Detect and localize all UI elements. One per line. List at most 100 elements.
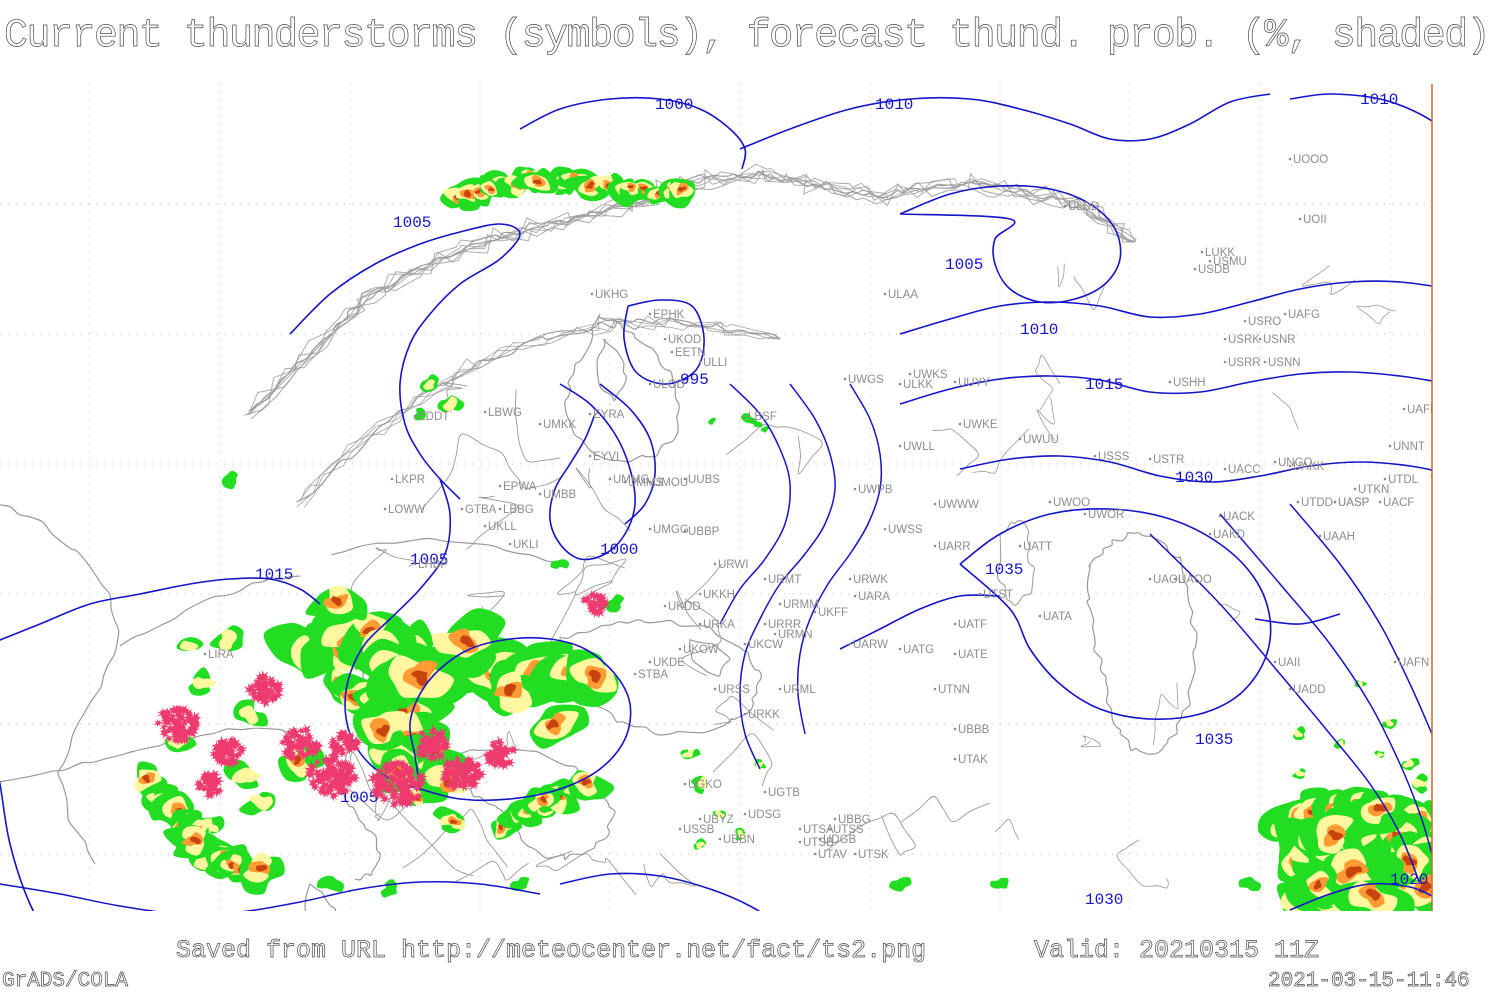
svg-text:USNN: USNN <box>1268 357 1301 369</box>
svg-text:UACF: UACF <box>1383 497 1414 509</box>
svg-text:LBBG: LBBG <box>503 504 534 516</box>
svg-text:USDB: USDB <box>1198 264 1230 276</box>
svg-text:UATE: UATE <box>958 649 988 661</box>
svg-text:UTST: UTST <box>983 589 1013 601</box>
svg-text:EDDT: EDDT <box>418 411 449 423</box>
svg-text:UKOD: UKOD <box>668 334 701 346</box>
svg-text:USSS: USSS <box>1098 451 1130 463</box>
svg-text:UWPB: UWPB <box>858 484 893 496</box>
svg-text:UMOU: UMOU <box>653 477 688 489</box>
svg-text:USRK: USRK <box>1228 334 1260 346</box>
svg-text:UKKH: UKKH <box>703 589 735 601</box>
svg-text:UWOO: UWOO <box>1053 497 1090 509</box>
svg-text:UTSS: UTSS <box>833 824 864 836</box>
svg-text:ULOD: ULOD <box>653 379 685 391</box>
svg-text:URWK: URWK <box>853 574 888 586</box>
svg-text:UTNN: UTNN <box>938 684 970 696</box>
svg-text:UOII: UOII <box>1303 214 1327 226</box>
svg-text:UWLL: UWLL <box>903 441 936 453</box>
svg-text:UARA: UARA <box>858 591 890 603</box>
svg-text:UGKO: UGKO <box>688 779 722 791</box>
svg-text:UMGG: UMGG <box>653 524 689 536</box>
svg-text:1020: 1020 <box>1390 871 1428 889</box>
svg-text:URSS: URSS <box>718 684 750 696</box>
svg-text:UKLI: UKLI <box>513 539 539 551</box>
svg-text:LKPR: LKPR <box>395 474 425 486</box>
svg-text:URMT: URMT <box>768 574 801 586</box>
svg-text:UKHG: UKHG <box>595 289 628 301</box>
svg-text:ULAA: ULAA <box>888 289 918 301</box>
svg-text:UUBS: UUBS <box>688 474 720 486</box>
svg-text:UDSG: UDSG <box>748 809 781 821</box>
svg-text:USRO: USRO <box>1248 316 1281 328</box>
svg-text:UWWW: UWWW <box>938 499 979 511</box>
svg-text:LOWW: LOWW <box>388 504 425 516</box>
svg-text:EPHK: EPHK <box>653 309 685 321</box>
svg-text:UTDL: UTDL <box>1388 474 1419 486</box>
svg-text:UBBP: UBBP <box>688 526 720 538</box>
svg-text:UMBB: UMBB <box>543 489 577 501</box>
svg-text:UACK: UACK <box>1223 511 1255 523</box>
svg-text:1000: 1000 <box>655 96 693 114</box>
svg-text:UOOO: UOOO <box>1293 154 1328 166</box>
svg-text:UBBB: UBBB <box>958 724 990 736</box>
svg-text:UNNT: UNNT <box>1393 441 1425 453</box>
svg-text:UTSK: UTSK <box>858 849 889 861</box>
svg-text:1030: 1030 <box>1085 891 1123 909</box>
svg-text:EETN: EETN <box>675 347 706 359</box>
svg-text:USSB: USSB <box>683 824 715 836</box>
svg-text:STBA: STBA <box>638 669 668 681</box>
svg-text:UKDD: UKDD <box>668 601 701 613</box>
svg-text:LBWG: LBWG <box>488 407 522 419</box>
svg-text:EPWA: EPWA <box>503 481 537 493</box>
svg-text:UATF: UATF <box>958 619 987 631</box>
svg-text:URWI: URWI <box>718 559 748 571</box>
svg-text:1005: 1005 <box>945 256 983 274</box>
svg-text:UMKK: UMKK <box>543 419 577 431</box>
svg-text:URKK: URKK <box>748 709 780 721</box>
svg-text:UWGS: UWGS <box>848 374 884 386</box>
svg-text:LBSF: LBSF <box>748 411 777 423</box>
svg-text:UKFF: UKFF <box>818 607 848 619</box>
svg-text:UTAK: UTAK <box>958 754 988 766</box>
svg-text:LIRA: LIRA <box>208 649 234 661</box>
svg-text:USNR: USNR <box>1263 334 1296 346</box>
svg-text:UTKN: UTKN <box>1358 484 1389 496</box>
svg-text:URMM: URMM <box>783 599 819 611</box>
svg-text:UUYY: UUYY <box>958 377 990 389</box>
svg-text:UKDE: UKDE <box>653 657 685 669</box>
svg-text:ULLI: ULLI <box>703 357 727 369</box>
svg-text:UWSS: UWSS <box>888 524 923 536</box>
svg-text:UWUU: UWUU <box>1023 434 1059 446</box>
svg-text:1015: 1015 <box>255 566 293 584</box>
svg-text:URML: URML <box>783 684 816 696</box>
svg-text:UAFN: UAFN <box>1398 657 1429 669</box>
svg-text:EYRA: EYRA <box>593 409 625 421</box>
svg-text:UATG: UATG <box>903 644 934 656</box>
svg-text:UARR: UARR <box>938 541 971 553</box>
svg-text:UGTB: UGTB <box>768 787 800 799</box>
svg-text:UAII: UAII <box>1278 657 1300 669</box>
svg-text:UATA: UATA <box>1043 611 1072 623</box>
svg-text:USTR: USTR <box>1153 454 1184 466</box>
svg-text:UASP: UASP <box>1338 497 1370 509</box>
svg-text:1035: 1035 <box>1195 731 1233 749</box>
svg-text:URMN: URMN <box>778 629 813 641</box>
svg-text:LHBP: LHBP <box>418 559 448 571</box>
svg-text:UKOW: UKOW <box>683 644 719 656</box>
svg-text:UWKE: UWKE <box>963 419 998 431</box>
svg-text:UKLL: UKLL <box>488 521 517 533</box>
svg-text:UWKS: UWKS <box>913 369 948 381</box>
svg-text:UAFG: UAFG <box>1288 309 1320 321</box>
svg-text:UBBN: UBBN <box>723 834 755 846</box>
svg-text:1015: 1015 <box>1085 376 1123 394</box>
svg-text:UADD: UADD <box>1293 684 1326 696</box>
svg-text:LUKK: LUKK <box>1205 247 1235 259</box>
svg-text:UWOR: UWOR <box>1088 509 1124 521</box>
svg-text:USHH: USHH <box>1173 377 1206 389</box>
svg-text:1005: 1005 <box>393 214 431 232</box>
svg-text:1010: 1010 <box>1360 91 1398 109</box>
svg-text:UATT: UATT <box>1023 541 1052 553</box>
svg-text:ULDD: ULDD <box>1068 201 1099 213</box>
svg-text:UTAV: UTAV <box>818 849 847 861</box>
